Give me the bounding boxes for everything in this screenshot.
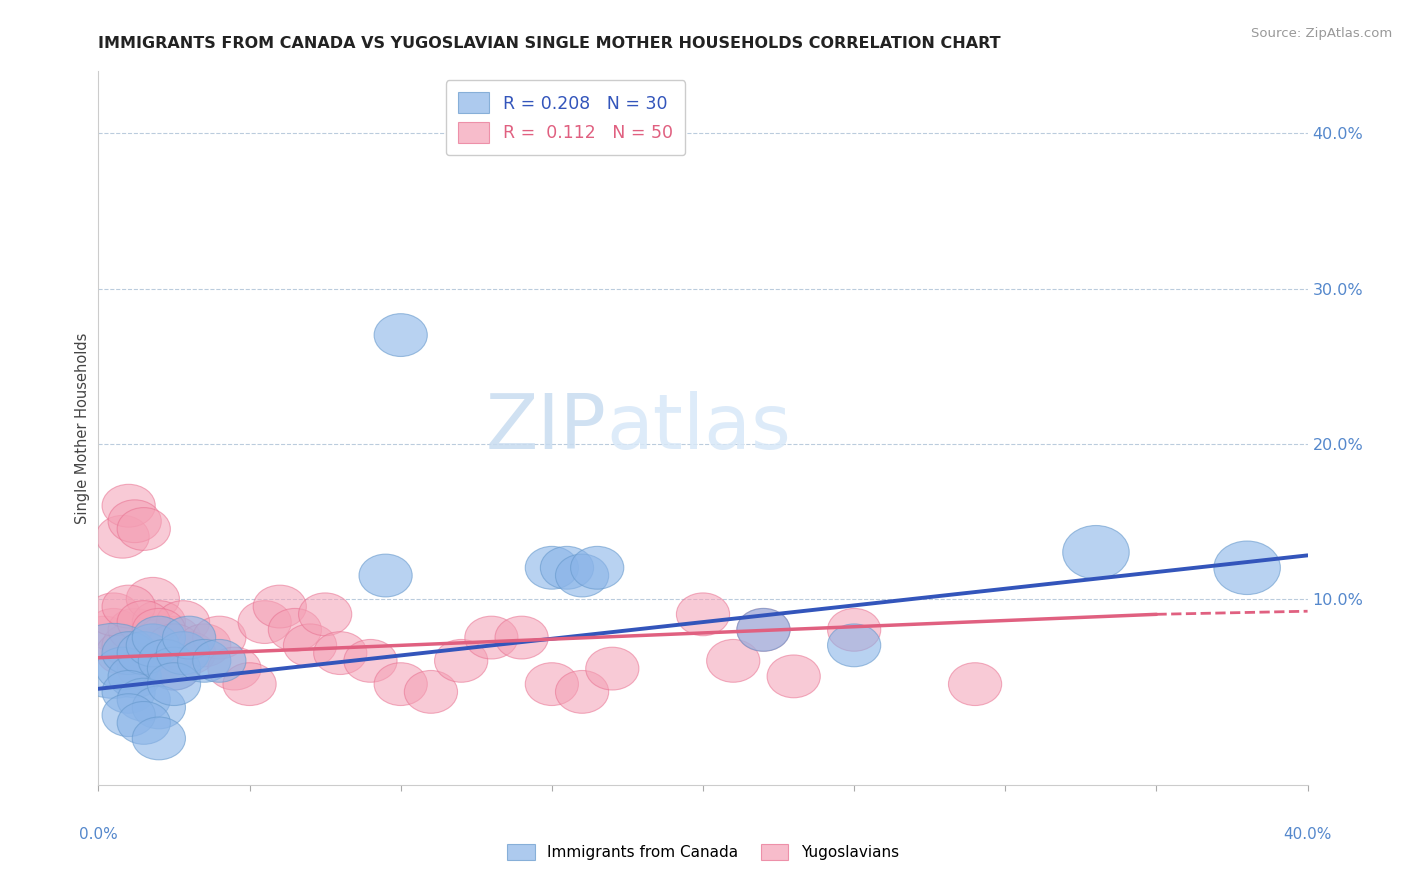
Ellipse shape	[434, 640, 488, 682]
Ellipse shape	[405, 671, 457, 714]
Ellipse shape	[555, 554, 609, 597]
Ellipse shape	[108, 655, 162, 698]
Ellipse shape	[127, 624, 180, 666]
Ellipse shape	[465, 616, 517, 659]
Ellipse shape	[96, 632, 149, 674]
Ellipse shape	[117, 648, 170, 690]
Ellipse shape	[87, 593, 141, 636]
Ellipse shape	[253, 585, 307, 628]
Ellipse shape	[96, 516, 149, 558]
Ellipse shape	[224, 663, 276, 706]
Text: 0.0%: 0.0%	[79, 827, 118, 841]
Text: ZIP: ZIP	[485, 392, 606, 465]
Ellipse shape	[571, 547, 624, 590]
Ellipse shape	[103, 484, 155, 527]
Ellipse shape	[77, 616, 131, 659]
Ellipse shape	[163, 632, 215, 674]
Ellipse shape	[269, 608, 322, 651]
Ellipse shape	[138, 624, 191, 666]
Ellipse shape	[127, 632, 180, 674]
Ellipse shape	[344, 640, 396, 682]
Ellipse shape	[67, 624, 160, 698]
Ellipse shape	[676, 593, 730, 636]
Ellipse shape	[117, 632, 170, 674]
Y-axis label: Single Mother Households: Single Mother Households	[75, 333, 90, 524]
Ellipse shape	[374, 314, 427, 357]
Ellipse shape	[949, 663, 1001, 706]
Ellipse shape	[540, 547, 593, 590]
Ellipse shape	[1063, 525, 1129, 579]
Text: IMMIGRANTS FROM CANADA VS YUGOSLAVIAN SINGLE MOTHER HOUSEHOLDS CORRELATION CHART: IMMIGRANTS FROM CANADA VS YUGOSLAVIAN SI…	[98, 36, 1001, 51]
Ellipse shape	[707, 640, 759, 682]
Ellipse shape	[737, 608, 790, 651]
Ellipse shape	[117, 600, 170, 643]
Ellipse shape	[298, 593, 352, 636]
Ellipse shape	[132, 616, 186, 659]
Ellipse shape	[156, 600, 209, 643]
Ellipse shape	[768, 655, 820, 698]
Ellipse shape	[586, 648, 638, 690]
Ellipse shape	[148, 648, 201, 690]
Ellipse shape	[737, 608, 790, 651]
Ellipse shape	[117, 678, 170, 721]
Ellipse shape	[148, 663, 201, 706]
Ellipse shape	[103, 585, 155, 628]
Ellipse shape	[132, 717, 186, 760]
Ellipse shape	[103, 694, 155, 737]
Text: Source: ZipAtlas.com: Source: ZipAtlas.com	[1251, 27, 1392, 40]
Ellipse shape	[156, 632, 209, 674]
Ellipse shape	[208, 648, 262, 690]
Ellipse shape	[193, 640, 246, 682]
Ellipse shape	[117, 701, 170, 744]
Ellipse shape	[495, 616, 548, 659]
Ellipse shape	[163, 616, 215, 659]
Ellipse shape	[103, 624, 155, 666]
Ellipse shape	[132, 608, 186, 651]
Ellipse shape	[828, 624, 880, 666]
Ellipse shape	[87, 608, 141, 651]
Ellipse shape	[132, 600, 186, 643]
Ellipse shape	[103, 632, 155, 674]
Ellipse shape	[148, 624, 201, 666]
Ellipse shape	[526, 547, 578, 590]
Ellipse shape	[238, 600, 291, 643]
Ellipse shape	[148, 648, 201, 690]
Ellipse shape	[132, 686, 186, 729]
Ellipse shape	[1213, 541, 1281, 595]
Ellipse shape	[828, 608, 880, 651]
Ellipse shape	[132, 640, 186, 682]
Ellipse shape	[374, 663, 427, 706]
Ellipse shape	[108, 500, 162, 542]
Ellipse shape	[148, 616, 201, 659]
Ellipse shape	[96, 648, 149, 690]
Ellipse shape	[359, 554, 412, 597]
Ellipse shape	[108, 608, 162, 651]
Ellipse shape	[314, 632, 367, 674]
Ellipse shape	[117, 508, 170, 550]
Ellipse shape	[177, 624, 231, 666]
Ellipse shape	[526, 663, 578, 706]
Ellipse shape	[138, 640, 191, 682]
Ellipse shape	[193, 616, 246, 659]
Text: 40.0%: 40.0%	[1284, 827, 1331, 841]
Legend: R = 0.208   N = 30, R =  0.112   N = 50: R = 0.208 N = 30, R = 0.112 N = 50	[446, 80, 685, 155]
Ellipse shape	[555, 671, 609, 714]
Ellipse shape	[177, 640, 231, 682]
Ellipse shape	[127, 577, 180, 620]
Ellipse shape	[138, 640, 191, 682]
Text: atlas: atlas	[606, 392, 792, 465]
Ellipse shape	[284, 624, 336, 666]
Ellipse shape	[103, 671, 155, 714]
Legend: Immigrants from Canada, Yugoslavians: Immigrants from Canada, Yugoslavians	[501, 838, 905, 866]
